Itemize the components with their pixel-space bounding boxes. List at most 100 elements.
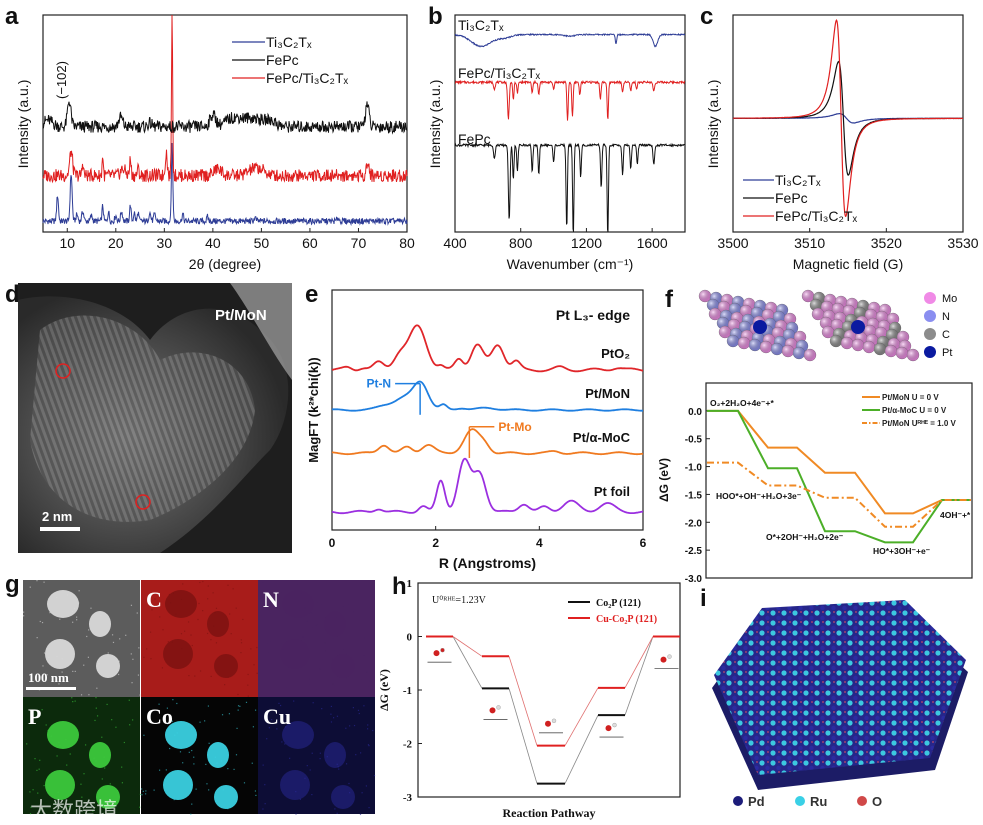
signal-speck [208, 742, 210, 744]
signal-speck [95, 697, 97, 699]
atom-shading [907, 349, 919, 361]
signal-speck [129, 724, 131, 726]
signal-speck [121, 766, 123, 768]
oxygen-atom-icon [433, 650, 440, 657]
legend-label: Mo [942, 293, 957, 305]
panel-label-e: e [305, 281, 318, 308]
oxygen-atom-icon [545, 720, 551, 727]
signal-speck [107, 652, 109, 654]
atom-shading [749, 339, 761, 351]
signal-speck [332, 637, 334, 639]
signal-speck [112, 641, 115, 644]
tile-background [258, 580, 375, 697]
x-tick-label: 1600 [637, 235, 668, 251]
signal-speck [83, 664, 85, 666]
signal-speck [311, 612, 313, 614]
element-label: C [146, 587, 162, 612]
y-tick-label: -3.0 [685, 574, 703, 585]
signal-speck [279, 704, 282, 707]
signal-speck [212, 592, 214, 594]
signal-speck [128, 699, 130, 701]
panel-e-exafs-chart: 0 2 4 6 PtO₂ Pt/MoN Pt/α-MoC Pt foil Pt L₃- edge… [306, 289, 647, 571]
signal-speck [278, 702, 280, 705]
y-axis-label: ΔG (eV) [377, 669, 391, 711]
signal-speck [261, 614, 263, 616]
signal-speck [247, 684, 249, 686]
signal-speck [319, 758, 321, 760]
x-tick-label: 1200 [571, 235, 602, 251]
signal-speck [229, 613, 231, 615]
signal-speck [207, 705, 210, 707]
signal-speck [169, 747, 171, 750]
signal-speck [56, 755, 58, 757]
x-tick-label: 10 [59, 235, 75, 251]
signal-speck [191, 644, 193, 647]
signal-speck [333, 649, 336, 652]
signal-speck [302, 636, 304, 638]
series-label: Pt/MoN [585, 386, 630, 401]
signal-speck [215, 607, 218, 609]
signal-speck [338, 768, 340, 770]
nanoparticle [207, 742, 229, 768]
x-axis-label: Magnetic field (G) [793, 256, 903, 272]
signal-speck [29, 586, 31, 588]
legend-label: FePc [775, 190, 808, 206]
signal-speck [255, 794, 257, 797]
signal-speck [353, 724, 356, 727]
signal-speck [68, 810, 70, 812]
legend-label: Ru [810, 794, 827, 809]
legend-label: Ti₃C₂Tₓ [266, 34, 312, 50]
oxygen-atom-icon [605, 725, 612, 732]
series-line-pt-foil [331, 457, 644, 515]
signal-speck [78, 590, 80, 592]
tile-background [23, 580, 140, 697]
signal-speck [358, 712, 360, 715]
panel-label-i: i [700, 585, 707, 612]
legend-label: N [942, 311, 950, 323]
signal-speck [118, 660, 120, 662]
signal-speck [237, 693, 239, 696]
signal-speck [368, 745, 370, 747]
signal-speck [76, 616, 78, 618]
signal-speck [204, 720, 206, 722]
signal-speck [142, 790, 144, 792]
legend-atom-pd [733, 796, 743, 806]
panel-a-xrd-chart: 10 20 30 40 50 60 70 80 2θ (degree) Intensity (a.… [15, 14, 415, 272]
legend-label: C [942, 329, 950, 341]
signal-speck [316, 624, 318, 626]
signal-speck [336, 715, 339, 717]
x-tick-label: 400 [443, 235, 467, 251]
signal-speck [237, 705, 240, 707]
signal-speck [281, 741, 283, 743]
signal-speck [366, 728, 369, 730]
element-label: Co [146, 704, 173, 729]
annotation-label: Pt-N [366, 377, 391, 391]
hexagon-top-facet [714, 600, 966, 775]
signal-speck [330, 713, 332, 715]
y-tick-label: -2.5 [685, 546, 703, 557]
panel-h-free-energy: 1 0 -1 -2 -3 Co₂P (121) Cu-Co₂P (121) U⁰ᴿᴴᴱ=1.2… [377, 578, 681, 820]
pt-mon-structure [698, 289, 817, 362]
atom-shading [793, 347, 805, 359]
signal-speck [295, 813, 297, 815]
signal-speck [139, 806, 141, 808]
signal-speck [150, 658, 152, 660]
series-label: Pt/α-MoC [573, 430, 631, 445]
nanoparticle [324, 611, 346, 637]
nanoparticle [96, 785, 120, 809]
signal-speck [227, 584, 229, 586]
signal-speck [363, 705, 365, 707]
signal-speck [312, 702, 314, 704]
panel-label-d: d [5, 281, 20, 308]
series-line-fepc [42, 101, 408, 135]
signal-speck [43, 785, 45, 787]
signal-speck [233, 768, 235, 771]
signal-speck [90, 607, 92, 609]
series-label: FePc [458, 131, 491, 147]
signal-speck [372, 610, 374, 613]
sample-label: Pt/MoN [215, 307, 267, 324]
signal-speck [359, 752, 362, 754]
signal-speck [72, 621, 74, 623]
signal-speck [166, 707, 168, 709]
signal-speck [132, 719, 134, 721]
